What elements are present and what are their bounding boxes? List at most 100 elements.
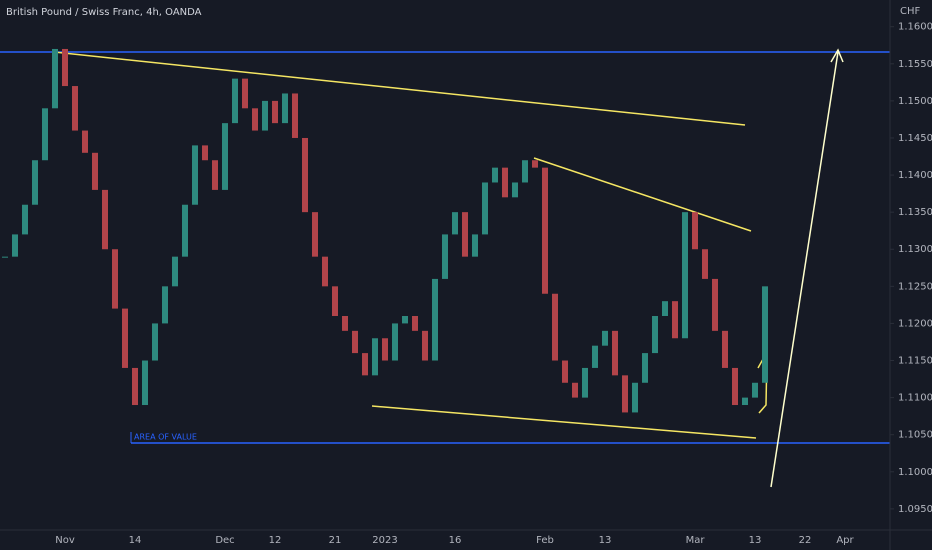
x-tick-label: Nov: [55, 535, 75, 546]
candle: [312, 212, 318, 257]
x-tick-label: 13: [599, 535, 612, 546]
y-tick-label: 1.12000: [898, 318, 932, 329]
candle: [442, 234, 448, 279]
candle: [652, 316, 658, 354]
candle: [452, 212, 458, 235]
candle: [682, 212, 688, 339]
candle: [292, 93, 298, 138]
candle: [522, 160, 528, 183]
y-tick-label: 1.11500: [898, 356, 932, 367]
candle: [592, 345, 598, 368]
y-tick-label: 1.13000: [898, 244, 932, 255]
candle: [702, 249, 708, 279]
candle: [512, 182, 518, 198]
candle: [162, 286, 168, 324]
y-tick-label: 1.13500: [898, 207, 932, 218]
candle: [572, 382, 578, 398]
candle: [272, 100, 278, 124]
x-tick-label: Apr: [836, 535, 854, 546]
candle: [462, 212, 468, 257]
chart-title: British Pound / Swiss Franc, 4h, OANDA: [6, 7, 202, 18]
candle: [182, 204, 188, 257]
y-tick-label: 1.15500: [898, 59, 932, 70]
candle: [562, 360, 568, 383]
candle: [2, 256, 8, 258]
candle: [92, 152, 98, 190]
candle: [622, 375, 628, 413]
candle: [212, 160, 218, 190]
candle: [482, 182, 488, 235]
y-tick-label: 1.14500: [898, 133, 932, 144]
x-tick-label: Dec: [215, 535, 234, 546]
candle: [382, 338, 388, 361]
candle: [252, 108, 258, 131]
candle: [762, 286, 768, 383]
x-tick-label: 16: [449, 535, 462, 546]
y-tick-label: 1.14000: [898, 170, 932, 181]
y-tick-label: 1.15000: [898, 96, 932, 107]
candle: [732, 367, 738, 406]
candle: [492, 167, 498, 183]
candle: [142, 360, 148, 406]
y-tick-label: 1.12500: [898, 281, 932, 292]
x-tick-label: 14: [129, 535, 142, 546]
candle: [722, 330, 728, 368]
candle: [112, 249, 118, 309]
y-tick-label: 1.16000: [898, 22, 932, 33]
x-tick-label: Mar: [686, 535, 706, 546]
candle: [52, 48, 58, 109]
candle: [282, 93, 288, 124]
candle: [152, 323, 158, 361]
candle: [692, 212, 698, 250]
y-tick-label: 1.09500: [898, 504, 932, 515]
candle: [612, 330, 618, 376]
candle: [422, 330, 428, 361]
candle: [202, 145, 208, 161]
candle: [322, 256, 328, 287]
candle: [22, 204, 28, 235]
y-tick-label: 1.10000: [898, 467, 932, 478]
candle: [82, 130, 88, 153]
candle: [602, 330, 608, 346]
y-axis-label: CHF: [900, 6, 921, 17]
candle: [582, 367, 588, 398]
annotation: AREA OF VALUE: [134, 433, 197, 442]
x-tick-label: 13: [749, 535, 762, 546]
x-tick-label: Feb: [536, 535, 554, 546]
x-tick-label: 12: [269, 535, 282, 546]
trendlines: [53, 48, 844, 488]
candle: [32, 160, 38, 205]
candle: [392, 323, 398, 361]
candle: [502, 167, 508, 198]
candle: [62, 48, 68, 87]
candle: [672, 301, 678, 339]
candle: [42, 108, 48, 161]
candle: [222, 123, 228, 190]
candle: [232, 78, 238, 124]
candle: [752, 382, 758, 398]
x-tick-label: 22: [799, 535, 812, 546]
x-tick-label: 2023: [372, 535, 397, 546]
candle: [192, 145, 198, 205]
candle: [432, 278, 438, 361]
candle: [662, 301, 668, 317]
candle: [332, 286, 338, 317]
candle: [262, 100, 268, 131]
candle: [642, 353, 648, 383]
y-tick-label: 1.11000: [898, 393, 932, 404]
candle: [122, 308, 128, 368]
candle: [72, 86, 78, 131]
candle: [542, 167, 548, 294]
candle: [172, 256, 178, 287]
candle: [742, 397, 748, 406]
candle: [412, 316, 418, 331]
candle: [372, 338, 378, 376]
candle: [132, 367, 138, 406]
candle: [362, 353, 368, 376]
candle: [12, 234, 18, 257]
candle: [352, 330, 358, 354]
candle: [242, 78, 248, 109]
candle: [402, 316, 408, 324]
y-tick-label: 1.10500: [898, 430, 932, 441]
